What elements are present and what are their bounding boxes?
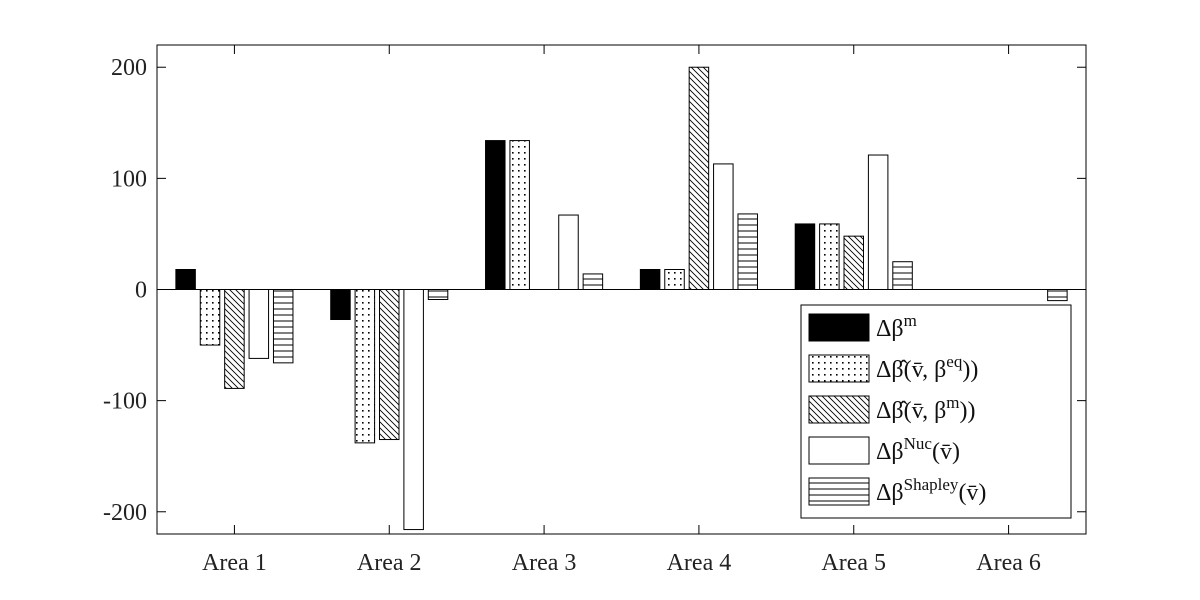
y-tick-label: 200 bbox=[111, 55, 147, 81]
legend-swatch bbox=[808, 436, 870, 465]
legend-swatch bbox=[808, 395, 870, 424]
bar-2-area-3 bbox=[509, 140, 530, 290]
bar-2-area-5 bbox=[819, 223, 840, 291]
bar-2-area-2 bbox=[354, 289, 376, 444]
y-tick-label: -200 bbox=[103, 500, 147, 526]
bar-3-area-1 bbox=[224, 289, 245, 389]
bar-4-area-2 bbox=[403, 289, 424, 531]
legend-entry-label: ΔβNuc(v̄) bbox=[876, 434, 960, 465]
x-tick-label: Area 1 bbox=[202, 550, 267, 576]
legend-entry-label: ΔβShapley(v̄) bbox=[876, 475, 986, 506]
y-tick-label: 100 bbox=[111, 166, 147, 192]
bar-4-area-4 bbox=[713, 163, 734, 290]
bar-1-area-2 bbox=[330, 289, 351, 321]
bar-5-area-2 bbox=[427, 289, 449, 301]
bar-4-area-5 bbox=[867, 154, 889, 290]
plot-area: -200 -100 0 100 200 Area 1 Area 2 Area 3 Area 4 A… bbox=[103, 44, 1087, 576]
x-tick-label: Area 2 bbox=[357, 550, 422, 576]
y-tick-label: -100 bbox=[103, 389, 147, 415]
x-tick-label: Area 4 bbox=[667, 550, 732, 576]
bar-5-area-1 bbox=[272, 289, 294, 364]
bar-3-area-4 bbox=[688, 66, 710, 290]
legend-swatch bbox=[808, 354, 870, 383]
bar-1-area-1 bbox=[175, 268, 196, 290]
bar-4-area-3 bbox=[558, 214, 579, 290]
bar-5-area-5 bbox=[892, 261, 913, 291]
bar-5-area-3 bbox=[582, 273, 604, 291]
y-tick-label: 0 bbox=[135, 278, 147, 304]
bar-1-area-5 bbox=[794, 223, 816, 291]
bar-2-area-4 bbox=[664, 268, 685, 290]
legend: Δβm Δβ̂(v̄, βeq)) Δβ̂(v̄, βm)) ΔβNuc(v̄) ΔβS… bbox=[800, 304, 1072, 519]
x-tick-label: Area 3 bbox=[512, 550, 577, 576]
x-tick-label: Area 5 bbox=[821, 550, 886, 576]
bar-3-area-5 bbox=[843, 235, 864, 290]
bar-2-area-1 bbox=[199, 289, 221, 346]
bar-1-area-4 bbox=[639, 268, 661, 290]
bar-3-area-2 bbox=[379, 289, 400, 441]
legend-swatch bbox=[808, 477, 870, 506]
bar-4-area-1 bbox=[248, 289, 270, 359]
bar-5-area-4 bbox=[737, 213, 758, 290]
legend-entry-label: Δβm bbox=[876, 311, 917, 342]
bar-1-area-3 bbox=[485, 140, 506, 290]
legend-entry-label: Δβ̂(v̄, βm)) bbox=[876, 393, 976, 424]
x-tick-label: Area 6 bbox=[976, 550, 1041, 576]
bar-5-area-6 bbox=[1047, 289, 1068, 302]
legend-swatch bbox=[808, 313, 870, 342]
legend-entry-label: Δβ̂(v̄, βeq)) bbox=[876, 352, 978, 383]
